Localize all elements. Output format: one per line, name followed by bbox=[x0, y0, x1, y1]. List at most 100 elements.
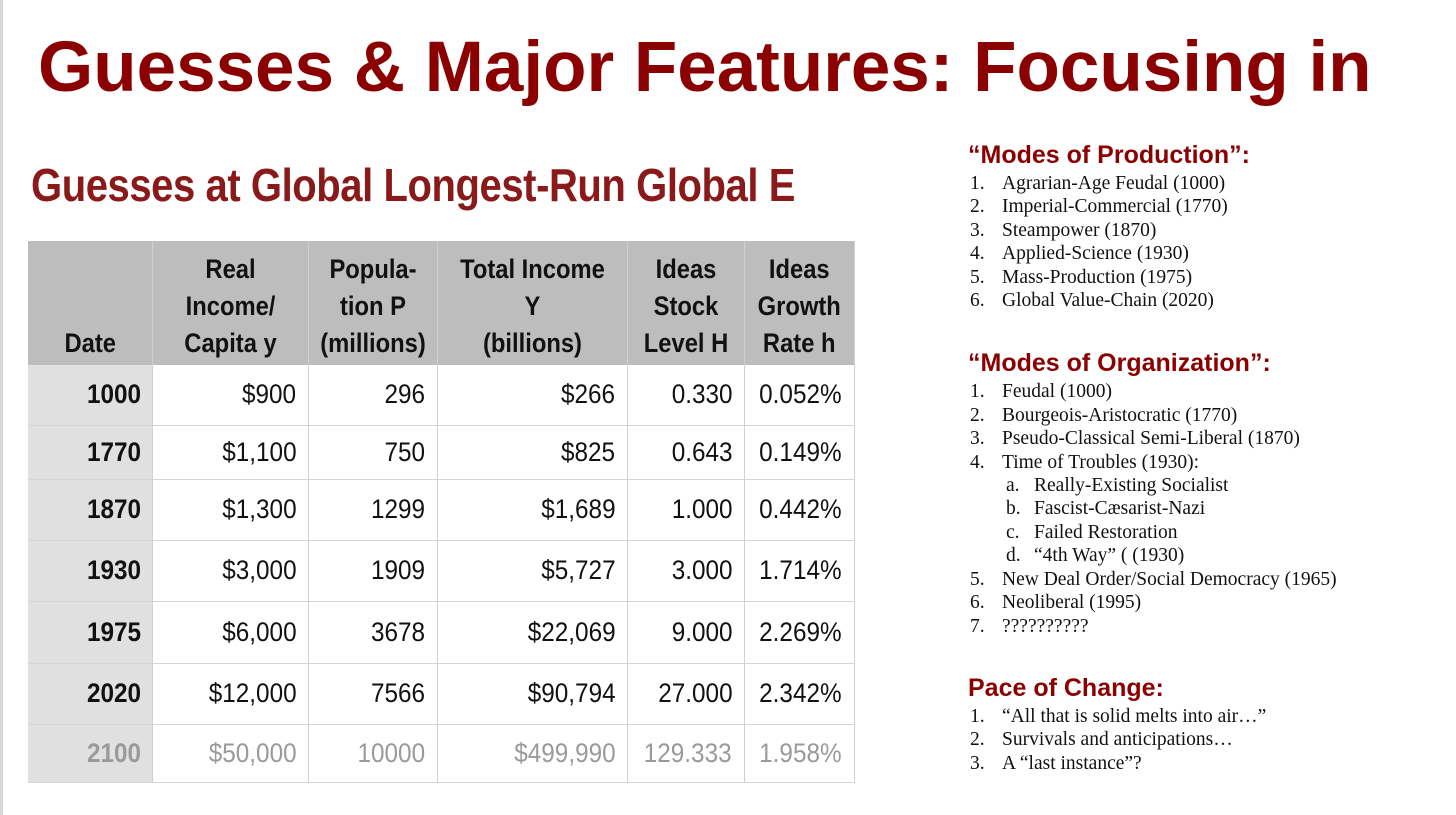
item-text: “4th Way” ( (1930) bbox=[1034, 545, 1185, 567]
table-panel: Guesses at Global Longest-Run Global E D… bbox=[28, 138, 855, 786]
item-number: b. bbox=[1006, 498, 1021, 520]
item-number: 1. bbox=[970, 381, 985, 403]
item-text: A “last instance”? bbox=[1002, 752, 1142, 774]
item-number: 6. bbox=[970, 592, 985, 614]
cell-population: 3678 bbox=[308, 601, 439, 664]
section-heading: “Modes of Production”: bbox=[968, 141, 1250, 169]
item-text: New Deal Order/Social Democracy (1965) bbox=[1002, 568, 1337, 590]
item-number: 5. bbox=[970, 266, 985, 288]
cell-total-income: $22,069 bbox=[437, 601, 629, 664]
cell-date: 1930 bbox=[28, 540, 153, 602]
cell-date: 2100 bbox=[28, 724, 153, 783]
cell-ideas-growth: 2.342% bbox=[744, 663, 855, 725]
production-list: 1. Agrarian-Age Feudal (1000) 2. Imperial-C… bbox=[968, 172, 1448, 312]
item-number: d. bbox=[1006, 545, 1021, 567]
list-item: 2. Survivals and anticipations… bbox=[968, 728, 1448, 751]
item-number: 2. bbox=[970, 729, 985, 751]
cell-date: 1770 bbox=[28, 425, 153, 480]
cell-total-income: $5,727 bbox=[437, 540, 629, 602]
header-real-income: Real Income/ Capita y bbox=[152, 241, 310, 365]
item-number: c. bbox=[1006, 521, 1020, 543]
cell-ideas-growth: 1.714% bbox=[744, 540, 855, 602]
list-item: 6. Neoliberal (1995) bbox=[968, 591, 1448, 614]
list-item: 1. Agrarian-Age Feudal (1000) bbox=[968, 172, 1448, 195]
list-item: 1. Feudal (1000) bbox=[968, 380, 1448, 403]
table-row: 2100 $50,000 10000 $499,990 129.333 1.958% bbox=[28, 724, 855, 783]
item-text: Really-Existing Socialist bbox=[1034, 475, 1229, 497]
header-ideas-growth: Ideas Growth Rate h bbox=[744, 241, 855, 365]
item-number: 3. bbox=[970, 752, 985, 774]
list-item: 4. Applied-Science (1930) bbox=[968, 242, 1448, 265]
table-row: 1870 $1,300 1299 $1,689 1.000 0.442% bbox=[28, 479, 855, 541]
cell-real-income: $12,000 bbox=[152, 663, 310, 725]
item-number: 3. bbox=[970, 428, 985, 450]
item-text: Failed Restoration bbox=[1034, 521, 1178, 543]
item-number: 5. bbox=[970, 568, 985, 590]
item-text: Steampower (1870) bbox=[1002, 219, 1157, 241]
list-item: 3. Pseudo-Classical Semi-Liberal (1870) bbox=[968, 427, 1448, 450]
list-item: c. Failed Restoration bbox=[968, 521, 1448, 544]
data-table: Date Real Income/ Capita y Popula- tion … bbox=[28, 241, 855, 783]
list-item: 3. A “last instance”? bbox=[968, 752, 1448, 775]
slide-left-edge bbox=[0, 0, 3, 815]
cell-ideas-stock: 0.330 bbox=[627, 365, 746, 426]
item-number: 2. bbox=[970, 196, 985, 218]
cell-total-income: $90,794 bbox=[437, 663, 629, 725]
cell-real-income: $1,100 bbox=[152, 425, 310, 480]
item-text: ?????????? bbox=[1002, 615, 1089, 637]
cell-total-income: $499,990 bbox=[437, 724, 629, 783]
section-pace-of-change: Pace of Change: 1. “All that is solid mel… bbox=[968, 671, 1448, 775]
sub-list-container: a. Really-Existing Socialist b. Fascist-Cæs… bbox=[968, 474, 1448, 568]
cell-real-income: $1,300 bbox=[152, 479, 310, 541]
cell-population: 750 bbox=[308, 425, 439, 480]
item-number: 3. bbox=[970, 219, 985, 241]
list-item: 5. New Deal Order/Social Democracy (1965) bbox=[968, 568, 1448, 591]
list-item: 7.?????????? bbox=[968, 615, 1448, 638]
item-text: Imperial-Commercial (1770) bbox=[1002, 196, 1228, 218]
cell-ideas-stock: 1.000 bbox=[627, 479, 746, 541]
list-item: 5. Mass-Production (1975) bbox=[968, 266, 1448, 289]
cell-ideas-stock: 27.000 bbox=[627, 663, 746, 725]
list-item: 3. Steampower (1870) bbox=[968, 219, 1448, 242]
sub-list: a. Really-Existing Socialist b. Fascist-Cæs… bbox=[968, 474, 1448, 568]
item-number: 7. bbox=[970, 615, 985, 637]
list-item: 2. Bourgeois-Aristocratic (1770) bbox=[968, 404, 1448, 427]
cell-ideas-growth: 0.149% bbox=[744, 425, 855, 480]
item-text: Survivals and anticipations… bbox=[1002, 729, 1233, 751]
cell-ideas-growth: 1.958% bbox=[744, 724, 855, 783]
cell-real-income: $50,000 bbox=[152, 724, 310, 783]
cell-ideas-growth: 0.442% bbox=[744, 479, 855, 541]
organization-list: 1. Feudal (1000) 2. Bourgeois-Aristocratic … bbox=[968, 380, 1448, 637]
cell-population: 10000 bbox=[308, 724, 439, 783]
item-number: 6. bbox=[970, 290, 985, 312]
cell-total-income: $825 bbox=[437, 425, 629, 480]
cell-population: 7566 bbox=[308, 663, 439, 725]
item-number: 4. bbox=[970, 451, 985, 473]
cell-total-income: $266 bbox=[437, 365, 629, 426]
header-date: Date bbox=[28, 241, 153, 365]
item-text: Fascist-Cæsarist-Nazi bbox=[1034, 498, 1206, 520]
slide-title: Guesses & Major Features: Focusing in bbox=[38, 28, 1372, 107]
item-text: Pseudo-Classical Semi-Liberal (1870) bbox=[1002, 428, 1300, 450]
cell-ideas-stock: 0.643 bbox=[627, 425, 746, 480]
item-text: Bourgeois-Aristocratic (1770) bbox=[1002, 404, 1238, 426]
item-number: 2. bbox=[970, 404, 985, 426]
list-item: 2. Imperial-Commercial (1770) bbox=[968, 195, 1448, 218]
item-text: “All that is solid melts into air…” bbox=[1002, 705, 1267, 727]
list-item: 6. Global Value-Chain (2020) bbox=[968, 289, 1448, 312]
features-panel: “Modes of Production”: 1. Agrarian-Age Fe… bbox=[968, 138, 1448, 775]
pace-list: 1. “All that is solid melts into air…” 2. S… bbox=[968, 705, 1448, 775]
table-header-row: Date Real Income/ Capita y Popula- tion … bbox=[28, 241, 855, 365]
section-heading: Pace of Change: bbox=[968, 673, 1164, 702]
cell-population: 1909 bbox=[308, 540, 439, 602]
item-number: 1. bbox=[970, 173, 985, 194]
item-text: Agrarian-Age Feudal (1000) bbox=[1002, 173, 1226, 194]
table-row: 1930 $3,000 1909 $5,727 3.000 1.714% bbox=[28, 540, 855, 602]
item-text: Mass-Production (1975) bbox=[1002, 266, 1193, 288]
cell-ideas-stock: 3.000 bbox=[627, 540, 746, 602]
section-modes-of-production: “Modes of Production”: 1. Agrarian-Age Fe… bbox=[968, 138, 1448, 312]
list-item: 1. “All that is solid melts into air…” bbox=[968, 705, 1448, 728]
list-item: 4. Time of Troubles (1930): bbox=[968, 451, 1448, 474]
header-ideas-stock: Ideas Stock Level H bbox=[627, 241, 746, 365]
list-item: b. Fascist-Cæsarist-Nazi bbox=[968, 497, 1448, 520]
